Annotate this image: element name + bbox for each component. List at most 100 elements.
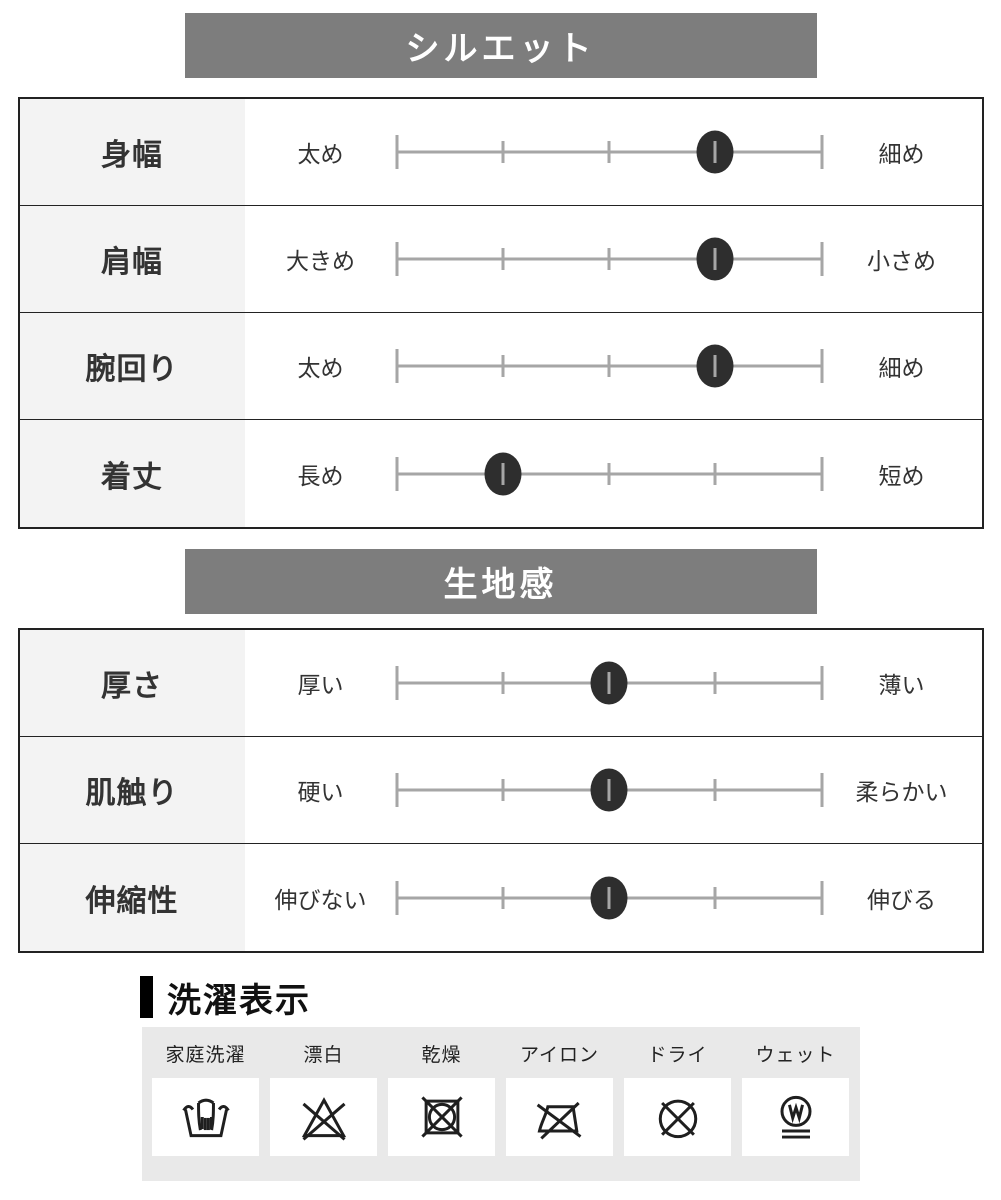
- spec-row-content: 長め 短め: [245, 420, 982, 527]
- care-item-box: [506, 1078, 613, 1156]
- spec-row: 厚さ 厚い 薄い: [19, 630, 982, 737]
- scale-left-label: 長め: [297, 462, 344, 489]
- scale-tick: [607, 248, 611, 270]
- scale-tick: [820, 242, 823, 276]
- scale-tick: [395, 242, 398, 276]
- spec-row-name: 伸縮性: [19, 844, 245, 951]
- scale-tick: [713, 248, 717, 270]
- scale-tick: [820, 666, 823, 700]
- scale-tick: [820, 456, 823, 491]
- scale-left-label: 伸びない: [274, 886, 367, 913]
- care-item-label: アイロン: [519, 1045, 600, 1066]
- scale-right-label: 小さめ: [867, 248, 936, 274]
- care-item: 乾燥: [388, 1040, 495, 1156]
- scale-tick: [713, 355, 717, 377]
- scale-tick: [820, 773, 823, 807]
- spec-row: 着丈 長め 短め: [19, 420, 982, 527]
- spec-row-name: 腕回り: [19, 313, 245, 419]
- spec-row-name: 着丈: [19, 420, 245, 527]
- section-title-silhouette: シルエット: [184, 13, 817, 78]
- spec-row-name: 肩幅: [19, 206, 245, 312]
- care-item: アイロン: [506, 1040, 613, 1156]
- scale-right-label: 細め: [878, 355, 925, 381]
- scale-tick: [820, 135, 823, 169]
- spec-row-content: 硬い 柔らかい: [245, 737, 982, 843]
- rating-scale: [395, 630, 823, 736]
- care-section-title: 洗濯表示: [167, 981, 311, 1020]
- product-spec-page: シルエット 身幅 太め 細め 肩幅 大きめ 小さめ 腕回り 太め: [0, 13, 1001, 1181]
- scale-tick: [820, 349, 823, 383]
- spec-row-content: 大きめ 小さめ: [245, 206, 982, 312]
- do-not-tumble-dry-icon: [420, 1096, 463, 1138]
- spec-row-content: 太め 細め: [245, 99, 982, 205]
- scale-tick: [607, 886, 611, 909]
- scale-tick: [395, 773, 398, 807]
- scale-left-label: 硬い: [297, 779, 344, 805]
- scale-tick: [395, 666, 398, 700]
- care-item-label: 乾燥: [421, 1045, 462, 1066]
- scale-right-label: 細め: [878, 141, 925, 167]
- care-item-box: [270, 1078, 377, 1156]
- scale-left-label: 大きめ: [286, 248, 355, 274]
- spec-row-name: 肌触り: [19, 737, 245, 843]
- rating-scale: [395, 99, 823, 205]
- scale-tick: [820, 880, 823, 915]
- care-item-label: ウェット: [755, 1045, 836, 1066]
- care-item: 漂白: [270, 1040, 377, 1156]
- care-item-box: [624, 1078, 731, 1156]
- spec-row: 腕回り 太め 細め: [19, 313, 982, 420]
- care-item-label: 漂白: [303, 1045, 344, 1066]
- care-item-box: [152, 1078, 259, 1156]
- silhouette-table: 身幅 太め 細め 肩幅 大きめ 小さめ 腕回り 太め: [17, 97, 984, 529]
- scale-tick: [395, 880, 398, 915]
- care-symbols-panel: 家庭洗濯 漂白 乾燥 アイロン ドライ: [141, 1027, 860, 1181]
- fabric-table: 厚さ 厚い 薄い 肌触り 硬い 柔らかい 伸縮性 伸びない: [17, 628, 984, 953]
- spec-row: 身幅 太め 細め: [19, 99, 982, 206]
- scale-left-label: 太め: [297, 355, 344, 381]
- do-not-iron-icon: [536, 1101, 581, 1140]
- scale-tick: [713, 886, 717, 909]
- scale-tick: [607, 462, 611, 485]
- rating-scale: [395, 737, 823, 843]
- scale-tick: [607, 355, 611, 377]
- scale-right-label: 伸びる: [867, 886, 936, 913]
- care-title-row: 洗濯表示: [140, 975, 1001, 1020]
- scale-right-label: 柔らかい: [855, 779, 948, 805]
- scale-right-label: 薄い: [878, 672, 925, 698]
- scale-tick: [501, 141, 505, 163]
- scale-left-label: 厚い: [297, 672, 344, 698]
- spec-row-content: 太め 細め: [245, 313, 982, 419]
- rating-scale: [395, 844, 823, 951]
- hand-wash-icon: [181, 1098, 230, 1138]
- scale-tick: [607, 672, 611, 694]
- scale-tick: [501, 248, 505, 270]
- scale-tick: [501, 779, 505, 801]
- care-item-box: [388, 1078, 495, 1156]
- scale-tick: [501, 462, 505, 485]
- care-item-label: 家庭洗濯: [165, 1045, 246, 1066]
- spec-row-name: 身幅: [19, 99, 245, 205]
- scale-tick: [713, 141, 717, 163]
- do-not-bleach-icon: [301, 1097, 346, 1141]
- care-item-label: ドライ: [647, 1045, 708, 1066]
- scale-tick: [501, 672, 505, 694]
- scale-tick: [607, 779, 611, 801]
- section-title-fabric: 生地感: [184, 549, 817, 614]
- spec-row: 伸縮性 伸びない 伸びる: [19, 844, 982, 951]
- spec-row: 肌触り 硬い 柔らかい: [19, 737, 982, 844]
- do-not-dry-clean-icon: [658, 1099, 697, 1139]
- care-item: 家庭洗濯: [152, 1040, 259, 1156]
- rating-scale: [395, 206, 823, 312]
- spec-row: 肩幅 大きめ 小さめ: [19, 206, 982, 313]
- scale-left-label: 太め: [297, 141, 344, 167]
- scale-tick: [713, 462, 717, 485]
- rating-scale: [395, 420, 823, 527]
- scale-tick: [501, 355, 505, 377]
- spec-row-content: 厚い 薄い: [245, 630, 982, 736]
- spec-row-content: 伸びない 伸びる: [245, 844, 982, 951]
- care-item-box: [742, 1078, 849, 1156]
- spec-row-name: 厚さ: [19, 630, 245, 736]
- scale-tick: [501, 886, 505, 909]
- scale-tick: [395, 135, 398, 169]
- care-item: ドライ: [624, 1040, 731, 1156]
